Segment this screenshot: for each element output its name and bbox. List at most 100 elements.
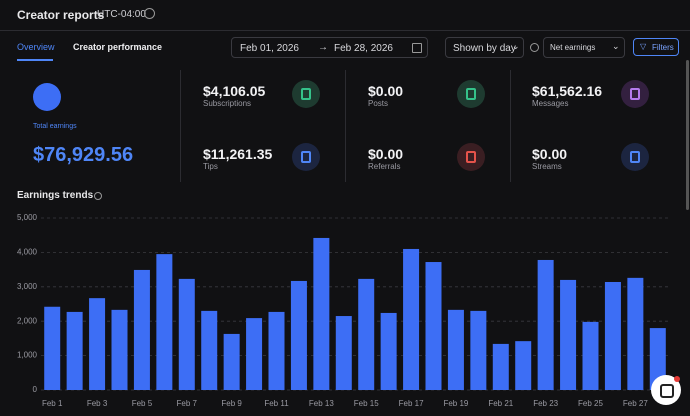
bar [515,341,532,390]
filters-label: Filters [652,43,674,52]
stat-label: Referrals [368,162,401,171]
arrow: → [318,42,328,53]
bar [290,280,307,390]
date-to: Feb 28, 2026 [334,43,393,54]
x-tick-label: Feb 21 [488,399,513,408]
metric: Net earnings [550,43,596,52]
bar [649,328,666,390]
bar [133,269,150,390]
chat-button[interactable] [651,375,681,405]
stat-icon [292,143,320,171]
notification-dot [674,376,680,382]
chevron: ⌄ [612,41,620,51]
chart: 0 1,000 2,000 3,000 4,000 5,000 Feb 1 Feb 3 Feb … [17,213,669,408]
bar [44,306,61,390]
bar [627,277,644,390]
bar [380,312,397,390]
x-tick-label: Feb 17 [399,399,424,408]
total-value: $76,929.56 [33,144,134,166]
x-tick-label: Feb 23 [533,399,558,408]
bar [111,309,128,390]
stat-value: $0.00 [368,146,404,162]
stat-label: Tips [203,162,218,171]
divider [510,70,511,182]
stat-icon [457,80,485,108]
bar [246,318,263,390]
stat-label: Streams [532,162,562,171]
x-tick-label: Feb 7 [177,399,198,408]
stat-label: Subscriptions [203,99,252,108]
x-tick-label: Feb 19 [443,399,468,408]
divider [180,70,181,182]
bar [470,310,487,390]
date-range[interactable]: Feb 01, 2026 → Feb 28, 2026 [231,37,428,58]
timezone[interactable]: UTC-04:00 [97,9,146,20]
bar [335,316,352,390]
bar [604,281,621,390]
bar [89,298,106,390]
filter-icon: ▽ [640,42,647,51]
bar [403,248,420,390]
scrollbar[interactable] [686,60,689,210]
date-from: Feb 01, 2026 [240,43,299,54]
stat-label: Messages [532,99,569,108]
x-tick-label: Feb 5 [132,399,153,408]
tab-underline [17,59,53,61]
stat-glyph [301,88,311,100]
bar [447,309,464,390]
filters-button[interactable]: ▽ Filters [633,38,679,56]
stat-glyph [466,88,476,100]
logo-icon [33,83,61,111]
tab[interactable]: Creator performance [73,42,163,52]
bar [425,262,442,390]
stat-value: $4,106.05 [203,83,266,99]
page-title: Creator reports [17,8,105,22]
divider [345,70,346,182]
calendar-icon [412,43,422,53]
stat-label: Posts [368,99,389,108]
y-tick-label: 5,000 [17,213,38,222]
stat-value: $61,562.16 [532,83,603,99]
metric-dropdown[interactable]: Net earnings ⌄ [543,37,625,58]
stat-glyph [466,151,476,163]
stat-icon [292,80,320,108]
bar [560,279,577,390]
stat-value: $0.00 [532,146,568,162]
stat-glyph [630,151,640,163]
bar [268,311,285,390]
bar [492,343,509,390]
bar [223,333,240,390]
y-tick-label: 3,000 [17,282,38,291]
x-tick-label: Feb 15 [354,399,379,408]
total-label: Total earnings [33,123,77,130]
bar [313,237,330,390]
chevron: ⌄ [512,41,520,51]
y-tick-label: 4,000 [17,248,38,257]
x-tick-label: Feb 25 [578,399,603,408]
bar [358,278,375,390]
bar [201,310,218,390]
stat-value: $0.00 [368,83,404,99]
y-tick-label: 2,000 [17,316,38,325]
grouping-dropdown[interactable]: Shown by day ⌄ [445,37,524,58]
chart-title: Earnings trends [17,190,94,201]
stat-icon [621,143,649,171]
y-tick-label: 0 [33,385,38,394]
tab[interactable]: Overview [17,42,55,52]
x-tick-label: Feb 11 [264,399,289,408]
grouping: Shown by day [453,43,516,54]
bar [582,321,599,390]
x-tick-label: Feb 27 [623,399,648,408]
stat-value: $11,261.35 [203,146,273,162]
x-tick-label: Feb 1 [42,399,63,408]
stat-glyph [301,151,311,163]
info-icon[interactable] [144,8,155,19]
x-tick-label: Feb 13 [309,399,334,408]
stat-icon [621,80,649,108]
info-icon[interactable] [530,43,539,52]
bar [156,254,173,390]
info-icon[interactable] [94,192,102,200]
y-tick-label: 1,000 [17,351,38,360]
stat-glyph [630,88,640,100]
